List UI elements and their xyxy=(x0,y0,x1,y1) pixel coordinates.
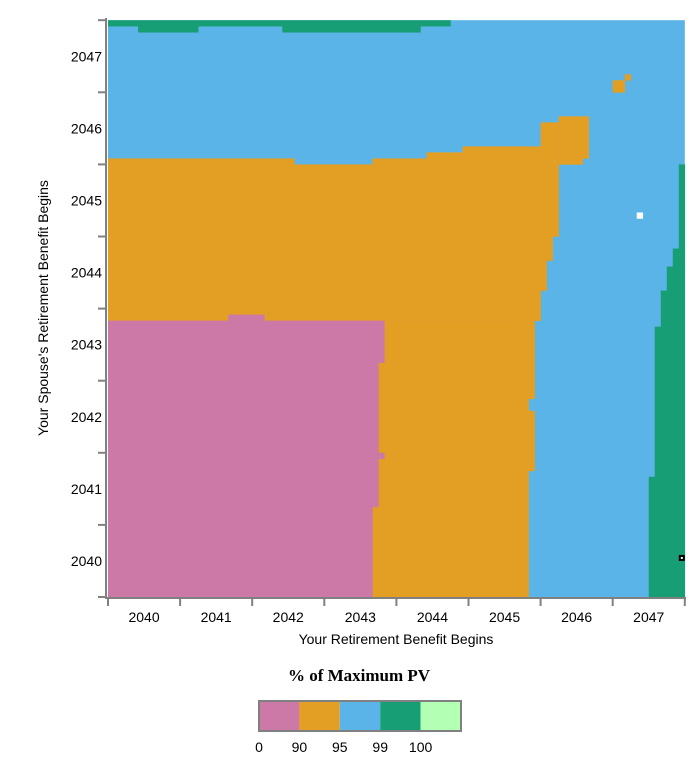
y-tick-label: 2041 xyxy=(71,481,102,497)
heatmap-region-99-100 xyxy=(672,248,686,267)
heatmap-region-90-95 xyxy=(108,158,295,321)
legend: 0 90 95 99 100 xyxy=(255,700,462,755)
y-tick-label: 2044 xyxy=(71,265,102,281)
heatmap-region-0-90 xyxy=(108,506,373,598)
x-tick-label: 2040 xyxy=(128,609,159,625)
y-tick-label: 2043 xyxy=(71,337,102,353)
legend-swatch-95-99 xyxy=(339,701,381,731)
heatmap-region-0-90 xyxy=(378,452,385,460)
y-tick-label: 2040 xyxy=(71,553,102,569)
heatmap-region-99-100 xyxy=(654,326,686,478)
legend-title: % of Maximum PV xyxy=(288,666,431,685)
legend-label: 95 xyxy=(332,739,348,755)
optimum-marker-center xyxy=(680,556,683,559)
heatmap-region-0-90 xyxy=(108,362,379,508)
heatmap-region-90-95 xyxy=(540,122,559,165)
heatmap-region-90-95 xyxy=(462,146,541,321)
heatmap-region-99-100 xyxy=(678,164,686,249)
heatmap-region-99-100 xyxy=(138,26,199,33)
heatmap-region-90-95 xyxy=(612,80,626,93)
heatmap-cells xyxy=(108,20,686,598)
heatmap-region-90-95 xyxy=(372,158,427,321)
legend-swatch-90-95 xyxy=(299,701,340,731)
legend-label: 99 xyxy=(372,739,388,755)
x-tick-label: 2042 xyxy=(273,609,304,625)
heatmap-region-90-95 xyxy=(540,236,553,261)
heatmap-region-99-100 xyxy=(666,266,686,291)
heatmap-region-90-95 xyxy=(426,152,463,321)
heatmap-region-99-100 xyxy=(108,20,451,27)
y-tick-label: 2046 xyxy=(71,120,102,136)
legend-swatch-0-90 xyxy=(259,701,300,731)
heatmap-region-0-90 xyxy=(108,320,385,363)
heatmap-region-missing xyxy=(636,212,644,219)
legend-border xyxy=(258,700,462,732)
legend-label: 90 xyxy=(292,739,308,755)
heatmap-region-90-95 xyxy=(624,74,632,81)
legend-label: 100 xyxy=(409,739,433,755)
x-tick-label: 2047 xyxy=(633,609,664,625)
x-tick-label: 2041 xyxy=(201,609,232,625)
heatmap-region-0-90 xyxy=(228,314,265,321)
x-tick-label: 2045 xyxy=(489,609,520,625)
y-axis-title: Your Spouse's Retirement Benefit Begins xyxy=(35,180,51,436)
heatmap-region-90-95 xyxy=(558,116,589,159)
x-tick-label: 2043 xyxy=(345,609,376,625)
x-axis-title: Your Retirement Benefit Begins xyxy=(299,631,494,647)
legend-swatch-100 xyxy=(420,701,461,731)
y-tick-label: 2047 xyxy=(71,48,102,64)
heatmap-region-99-100 xyxy=(660,290,686,327)
heatmap-region-90-95 xyxy=(294,164,373,321)
legend-swatch-99-100 xyxy=(380,701,421,731)
x-tick-label: 2044 xyxy=(417,609,448,625)
heatmap-region-99-100 xyxy=(648,476,686,598)
heatmap-region-90-95 xyxy=(540,164,559,237)
heatmap-region-90-95 xyxy=(384,314,391,321)
heatmap-region-90-95 xyxy=(558,158,583,165)
heatmap-region-90-95 xyxy=(540,260,547,291)
heatmap-region-99-100 xyxy=(282,26,421,33)
y-tick-label: 2042 xyxy=(71,409,102,425)
legend-label: 0 xyxy=(255,739,263,755)
x-tick-label: 2046 xyxy=(561,609,592,625)
axes: 2040 2041 2042 2043 2044 2045 2046 2047 2040 2041… xyxy=(71,18,686,625)
y-tick-label: 2045 xyxy=(71,192,102,208)
